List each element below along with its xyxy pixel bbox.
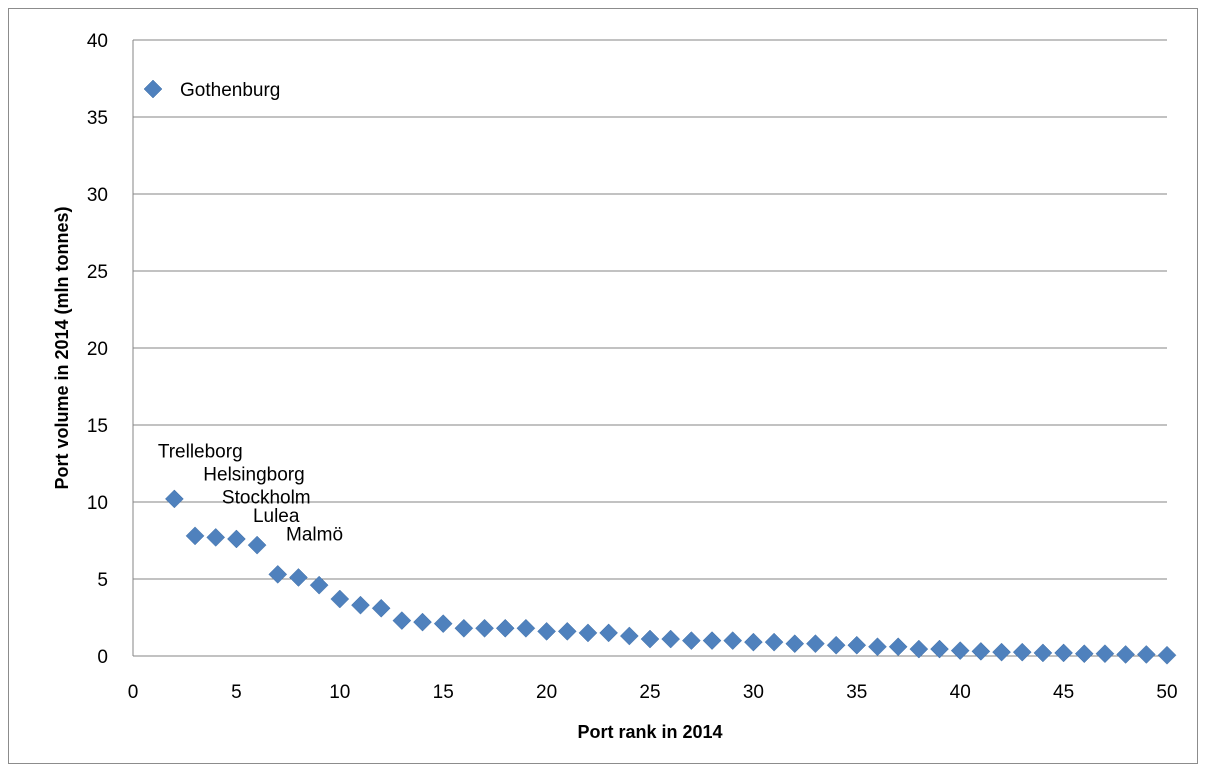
- data-point: [433, 614, 453, 634]
- data-point: [1074, 644, 1094, 664]
- data-point: [950, 641, 970, 660]
- data-point: [619, 626, 639, 646]
- x-tick-label: 30: [743, 682, 764, 703]
- data-point: [868, 637, 887, 657]
- y-axis-title: Port volume in 2014 (mln tonnes): [52, 206, 72, 489]
- point-annotation: Helsingborg: [203, 464, 304, 485]
- data-point: [909, 639, 929, 659]
- data-point: [557, 622, 577, 641]
- data-point: [599, 623, 618, 643]
- point-annotation: Lulea: [253, 506, 300, 527]
- gridlines: [132, 39, 1167, 657]
- data-point: [516, 618, 536, 638]
- data-point: [227, 529, 246, 549]
- data-point: [764, 632, 784, 652]
- data-point: [1012, 642, 1032, 662]
- data-point: [1157, 645, 1177, 665]
- y-tick-label: 35: [87, 108, 108, 129]
- data-point: [826, 635, 846, 655]
- data-point: [330, 589, 350, 609]
- y-tick-label: 10: [87, 493, 108, 514]
- point-annotation: Trelleborg: [158, 441, 243, 462]
- data-point: [1054, 643, 1073, 663]
- y-tick-labels: 0 5 10 15 20 25 30 35 40: [87, 31, 108, 668]
- chart-frame: [8, 8, 1198, 764]
- data-point: [392, 611, 412, 630]
- data-point: [702, 631, 722, 650]
- x-tick-label: 5: [231, 682, 242, 703]
- y-tick-label: 5: [97, 570, 108, 591]
- data-point: [785, 634, 805, 654]
- x-tick-label: 35: [846, 682, 867, 703]
- data-point: [888, 637, 908, 657]
- x-axis-title: Port rank in 2014: [577, 722, 722, 742]
- x-tick-label: 10: [329, 682, 350, 703]
- data-point: [309, 575, 329, 595]
- data-point: [847, 635, 867, 655]
- legend-label: Gothenburg: [180, 80, 280, 101]
- data-point: [495, 618, 515, 638]
- data-point: [1095, 644, 1115, 664]
- data-point: [165, 489, 184, 509]
- data-point: [744, 632, 763, 652]
- x-tick-label: 40: [950, 682, 971, 703]
- data-point: [351, 595, 370, 615]
- legend: Gothenburg: [143, 79, 280, 101]
- data-point: [806, 634, 825, 654]
- x-tick-label: 15: [433, 682, 454, 703]
- x-tick-label: 20: [536, 682, 557, 703]
- point-annotation: Malmö: [286, 525, 343, 546]
- data-point: [682, 631, 701, 650]
- data-point: [1136, 645, 1156, 664]
- x-tick-labels: 0 5 10 15 20 25 30 35 40 45 50: [128, 682, 1178, 703]
- y-tick-label: 25: [87, 262, 108, 283]
- data-point: [289, 568, 308, 587]
- x-tick-label: 50: [1156, 682, 1177, 703]
- data-point: [992, 642, 1011, 662]
- x-tick-label: 0: [128, 682, 139, 703]
- data-point: [475, 618, 494, 638]
- data-point: [1033, 643, 1053, 663]
- data-point: [578, 623, 598, 643]
- y-tick-label: 15: [87, 416, 108, 437]
- x-tick-label: 45: [1053, 682, 1074, 703]
- data-point: [413, 612, 432, 632]
- data-point: [537, 622, 556, 641]
- data-point: [268, 565, 288, 584]
- data-point: [723, 631, 743, 650]
- data-points: [165, 489, 1177, 665]
- y-tick-label: 0: [97, 647, 108, 668]
- x-tick-label: 25: [639, 682, 660, 703]
- data-point: [454, 618, 474, 638]
- data-point: [640, 629, 660, 649]
- data-point: [206, 528, 226, 547]
- data-point: [247, 535, 267, 555]
- data-point: [930, 639, 949, 659]
- point-annotation: Stockholm: [222, 488, 311, 509]
- data-point: [661, 629, 681, 649]
- y-tick-label: 30: [87, 185, 108, 206]
- data-point: [971, 642, 991, 661]
- y-tick-label: 20: [87, 339, 108, 360]
- data-point: [185, 526, 205, 546]
- data-point: [1116, 645, 1135, 664]
- data-point: [371, 598, 391, 618]
- y-tick-label: 40: [87, 31, 108, 52]
- legend-marker: [143, 79, 163, 99]
